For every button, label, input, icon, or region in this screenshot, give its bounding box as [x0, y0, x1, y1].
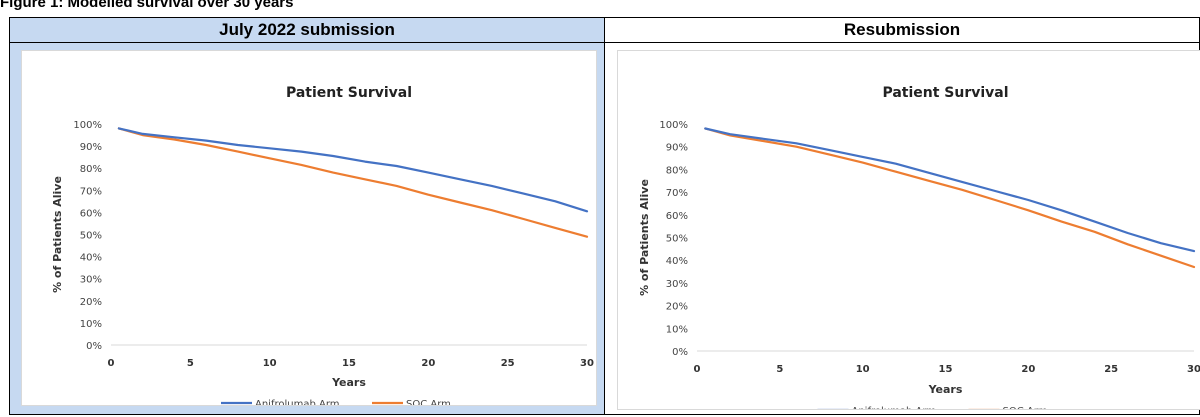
y-tick-label: 20%	[80, 297, 102, 308]
series-line-soc-arm	[704, 127, 1196, 269]
x-tick-label: 30	[580, 358, 594, 369]
y-tick-label: 50%	[80, 231, 102, 242]
y-tick-label: 10%	[666, 324, 688, 335]
y-tick-label: 50%	[666, 234, 688, 245]
chart-title: Patient Survival	[882, 85, 1008, 101]
y-tick-label: 100%	[73, 120, 102, 131]
series-line-anifrolumab-arm	[117, 127, 589, 213]
y-tick-label: 80%	[80, 164, 102, 175]
x-tick-label: 15	[342, 358, 356, 369]
chart-title: Patient Survival	[286, 85, 412, 101]
survival-chart-july-2022: Patient Survival 0% 10% 20% 30% 40% 50% 60% 70% 8…	[51, 85, 594, 410]
survival-chart-resubmission: Patient Survival 0% 10% 20% 30% 40% 50% 60% 70% 8…	[638, 85, 1200, 417]
y-tick-label: 0%	[672, 347, 688, 358]
chart-container-july-2022: Patient Survival 0% 10% 20% 30% 40% 50% 60% 70% 8…	[21, 50, 597, 410]
y-tick-label: 100%	[659, 120, 688, 131]
figure-caption: Figure 1: Modelled survival over 30 year…	[0, 0, 294, 11]
series-line-anifrolumab-arm	[704, 127, 1196, 253]
x-tick-label: 25	[1104, 364, 1118, 375]
legend-label-soc-arm: SOC Arm	[1003, 406, 1048, 409]
y-axis-label: % of Patients Alive	[638, 179, 651, 296]
y-tick-label: 90%	[666, 143, 688, 154]
y-tick-label: 80%	[666, 165, 688, 176]
y-tick-label: 60%	[666, 211, 688, 222]
x-tick-label: 25	[501, 358, 515, 369]
x-tick-label: 0	[694, 364, 701, 375]
x-tick-label: 10	[263, 358, 277, 369]
y-axis-label: % of Patients Alive	[51, 176, 64, 293]
y-tick-label: 60%	[80, 208, 102, 219]
panel-header-resubmission: Resubmission	[605, 18, 1199, 43]
y-tick-label: 40%	[80, 253, 102, 264]
y-tick-label: 10%	[80, 319, 102, 330]
legend-label-anifrolumab-arm: Anifrolumab Arm	[255, 399, 340, 405]
panel-resubmission: Resubmission Patient Survival 0% 10% 20% 30%…	[604, 17, 1200, 417]
y-tick-label: 0%	[86, 341, 102, 352]
y-tick-label: 90%	[80, 142, 102, 153]
x-tick-label: 0	[108, 358, 115, 369]
y-tick-label: 70%	[80, 186, 102, 197]
chart-container-resubmission: Patient Survival 0% 10% 20% 30% 40% 50% 60% 70% 8…	[617, 50, 1200, 417]
x-axis-label: Years	[331, 376, 366, 389]
x-tick-label: 10	[856, 364, 870, 375]
x-tick-label: 30	[1187, 364, 1200, 375]
y-tick-label: 30%	[80, 275, 102, 286]
x-tick-label: 15	[939, 364, 953, 375]
y-tick-label: 20%	[666, 302, 688, 313]
panel-header-july-2022: July 2022 submission	[10, 18, 604, 43]
x-tick-label: 5	[776, 364, 783, 375]
y-tick-label: 30%	[666, 279, 688, 290]
x-tick-label: 5	[187, 358, 194, 369]
x-tick-label: 20	[1021, 364, 1035, 375]
x-tick-label: 20	[421, 358, 435, 369]
legend-label-soc-arm: SOC Arm	[406, 399, 451, 405]
panel-july-2022: July 2022 submission Patient Survival 0% 1…	[9, 17, 605, 415]
legend-label-anifrolumab-arm: Anifrolumab Arm	[852, 406, 937, 409]
series-line-soc-arm	[117, 127, 589, 238]
y-tick-label: 40%	[666, 256, 688, 267]
y-tick-label: 70%	[666, 188, 688, 199]
x-axis-label: Years	[928, 383, 963, 396]
